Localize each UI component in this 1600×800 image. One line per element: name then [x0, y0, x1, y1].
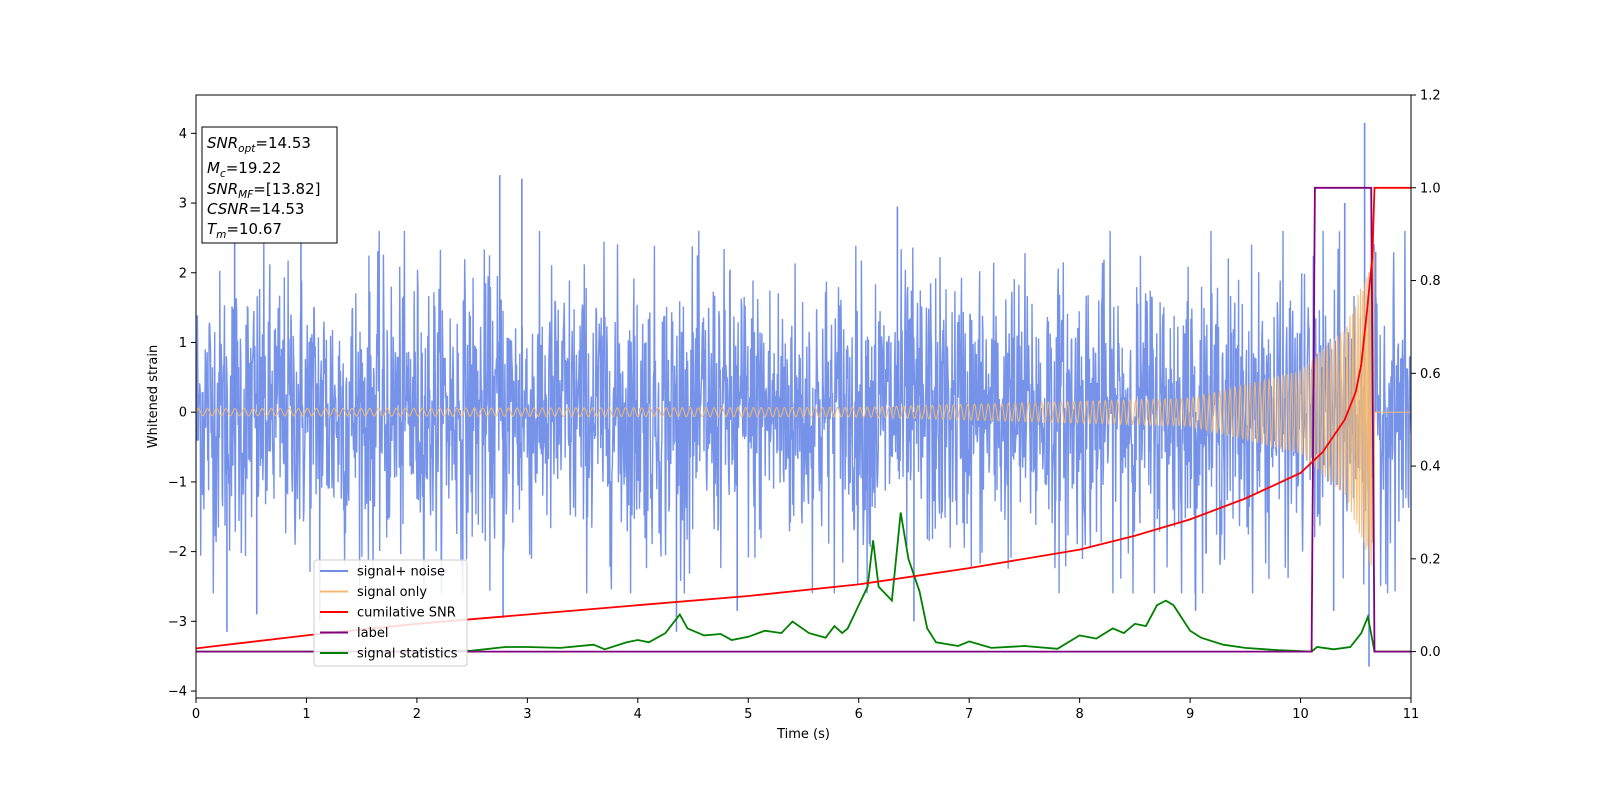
y-tick-label: 0 [179, 406, 187, 421]
info-box-entry: Tm=10.67 [207, 220, 282, 241]
legend-entry: signal statistics [357, 647, 458, 662]
info-box-entry: CSNR=14.53 [207, 200, 304, 218]
y2-tick-label: 0.2 [1420, 552, 1441, 567]
label-line [196, 186, 1411, 653]
legend-entry: signal only [357, 585, 427, 600]
plot-frame [195, 94, 1412, 699]
info-box-entry: SNRopt=14.53 [207, 134, 311, 155]
y-axis-right: 0.0 0.2 0.4 0.6 0.8 1.0 1.2 [1411, 89, 1441, 660]
x-tick-label: 6 [855, 707, 863, 722]
cumulative-snr-line [196, 186, 1411, 650]
signal-statistics-line [196, 512, 1411, 653]
y2-tick-label: 0.0 [1420, 645, 1441, 660]
y-tick-label: 3 [179, 197, 187, 212]
signal-only-series [196, 251, 1411, 567]
signal-statistics-series [196, 512, 1411, 653]
info-box-entry: Mc=19.22 [207, 159, 281, 180]
legend-entry: cumilative SNR [357, 606, 456, 621]
x-tick-label: 10 [1292, 707, 1309, 722]
signal-plus-noise-series [196, 122, 1411, 667]
y-axis-label: Whitened strain [146, 345, 161, 448]
y2-tick-label: 1.2 [1420, 89, 1441, 104]
x-tick-label: 7 [965, 707, 973, 722]
x-tick-label: 9 [1186, 707, 1194, 722]
y-tick-label: −3 [168, 615, 187, 630]
signal-plus-noise-line [196, 230, 1411, 594]
cumulative-snr-series [196, 186, 1411, 650]
legend-frame [313, 559, 468, 667]
legend: signal+ noise signal only cumilative SNR la… [313, 559, 468, 667]
legend-entry: signal+ noise [357, 565, 445, 580]
legend-entry: label [357, 626, 388, 641]
info-box-frame [201, 126, 338, 244]
label-series [196, 186, 1411, 653]
y2-tick-label: 1.0 [1420, 181, 1441, 196]
x-tick-label: 8 [1075, 707, 1083, 722]
info-box: SNRopt=14.53 Mc=19.22SNRMF=[13.82]CSNR=14… [201, 126, 338, 244]
y2-tick-label: 0.4 [1420, 460, 1441, 475]
y2-tick-label: 0.8 [1420, 274, 1441, 289]
x-tick-label: 2 [413, 707, 421, 722]
info-box-entry: SNRMF=[13.82] [207, 180, 321, 201]
x-tick-label: 4 [634, 707, 642, 722]
y-tick-label: −1 [168, 475, 187, 490]
x-tick-label: 3 [523, 707, 531, 722]
y-axis-left: −4 −3 −2 −1 0 1 2 3 4 [168, 127, 196, 700]
y-tick-label: 2 [179, 266, 187, 281]
y-tick-label: 4 [179, 127, 187, 142]
signal-only-line [196, 251, 1411, 567]
x-axis-label: Time (s) [776, 727, 830, 742]
x-axis: 0 1 2 3 4 5 6 7 8 9 10 11 [192, 698, 1419, 722]
y2-tick-label: 0.6 [1420, 367, 1441, 382]
x-tick-label: 5 [744, 707, 752, 722]
x-tick-label: 0 [192, 707, 200, 722]
x-tick-label: 1 [302, 707, 310, 722]
y-tick-label: 1 [179, 336, 187, 351]
y-tick-label: −4 [168, 685, 187, 700]
y-tick-label: −2 [168, 545, 187, 560]
x-tick-label: 11 [1403, 707, 1420, 722]
